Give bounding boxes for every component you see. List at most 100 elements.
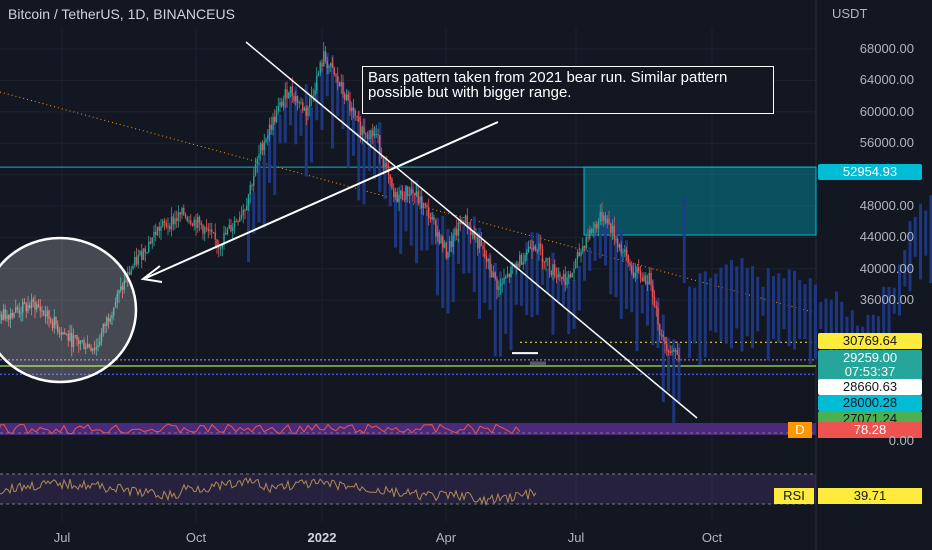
- candle-body: [590, 229, 593, 233]
- projection-bar: [247, 198, 250, 263]
- projection-bar: [808, 278, 812, 364]
- candle-body: [676, 349, 678, 355]
- candle-body: [564, 274, 566, 286]
- candle-body: [240, 215, 243, 218]
- candle-body: [550, 270, 552, 275]
- candle-body: [55, 316, 57, 325]
- candle-body: [48, 310, 50, 320]
- candle-body: [610, 223, 612, 233]
- candle-body: [351, 107, 353, 112]
- projection-bar: [887, 286, 891, 347]
- candle-body: [67, 334, 69, 341]
- candle-body: [233, 220, 236, 227]
- projection-bar: [924, 210, 928, 256]
- candle-body: [253, 175, 255, 186]
- candle-body: [41, 310, 43, 312]
- candle-body: [148, 241, 150, 253]
- candle-body: [344, 93, 346, 100]
- candle-body: [650, 272, 652, 286]
- projection-bar: [499, 271, 502, 357]
- candle-body: [116, 293, 118, 303]
- candle-body: [186, 217, 188, 221]
- candle-body: [652, 285, 654, 297]
- projection-bar: [430, 211, 434, 245]
- candle-body: [443, 242, 446, 248]
- candle-body: [480, 239, 482, 247]
- projection-bar: [341, 82, 345, 129]
- candle-body: [405, 186, 407, 200]
- candle-body: [179, 212, 181, 215]
- projection-bar: [693, 287, 697, 344]
- candle-body: [515, 263, 517, 266]
- candle-body: [578, 252, 580, 257]
- candle-body: [545, 258, 547, 263]
- candle-body: [380, 154, 383, 158]
- projection-bar: [530, 232, 534, 318]
- candle-body: [496, 278, 498, 290]
- candle-body: [543, 261, 545, 263]
- projection-bar: [787, 269, 791, 347]
- candle-body: [575, 258, 577, 269]
- candle-body: [146, 252, 148, 254]
- projection-bar: [630, 263, 634, 313]
- candle-body: [552, 264, 554, 275]
- candle-body: [11, 312, 13, 318]
- candle-body: [303, 107, 306, 111]
- candle-body: [120, 286, 122, 291]
- y-tick-label: 40000.00: [859, 260, 914, 276]
- candle-body: [109, 318, 111, 322]
- candle-body: [424, 203, 426, 206]
- candle-body: [321, 62, 323, 67]
- x-tick-label: Jul: [567, 530, 585, 545]
- candle-body: [674, 349, 677, 352]
- candle-body: [202, 225, 204, 234]
- candle-body: [219, 248, 222, 250]
- projection-bar: [457, 238, 460, 265]
- candle-body: [671, 350, 673, 353]
- projection-bar: [462, 224, 466, 274]
- candle-body: [477, 236, 479, 249]
- candle-body: [36, 304, 38, 310]
- candle-body: [646, 283, 649, 285]
- candle-body: [582, 245, 584, 252]
- candle-body: [163, 220, 166, 223]
- candle-body: [99, 341, 101, 345]
- candle-body: [218, 246, 220, 249]
- candle-body: [93, 348, 96, 350]
- candle-body: [499, 283, 502, 287]
- candle-body: [289, 86, 292, 93]
- candle-body: [345, 94, 348, 100]
- projection-bar: [425, 210, 429, 251]
- candle-body: [373, 134, 376, 136]
- candle-body: [60, 332, 62, 335]
- candle-body: [417, 191, 419, 204]
- candle-body: [559, 274, 561, 277]
- candle-body: [410, 189, 412, 195]
- candle-body: [15, 307, 17, 313]
- projection-bar: [409, 187, 413, 246]
- y-tick-label: 44000.00: [859, 229, 914, 245]
- candle-body: [34, 301, 36, 310]
- annotation-note[interactable]: Bars pattern taken from 2021 bear run. S…: [362, 66, 774, 114]
- candle-body: [226, 228, 229, 235]
- candle-body: [81, 340, 83, 342]
- highlight-circle: [0, 236, 138, 384]
- projection-bar: [740, 258, 744, 352]
- candle-body: [144, 248, 146, 253]
- candle-body: [16, 307, 19, 310]
- candle-body: [184, 214, 187, 218]
- y-tick-label: 60000.00: [859, 103, 914, 119]
- projection-bar: [357, 111, 361, 201]
- y-tick-label: 36000.00: [859, 292, 914, 308]
- candle-body: [482, 246, 484, 250]
- projection-bar: [651, 279, 655, 346]
- candle-body: [414, 192, 416, 196]
- candle-body: [394, 191, 397, 198]
- candle-body: [261, 143, 264, 150]
- candle-body: [589, 229, 591, 239]
- rsi-label: RSI: [774, 488, 814, 504]
- candle-body: [57, 324, 59, 332]
- candle-body: [645, 275, 647, 284]
- projection-bar: [719, 267, 723, 341]
